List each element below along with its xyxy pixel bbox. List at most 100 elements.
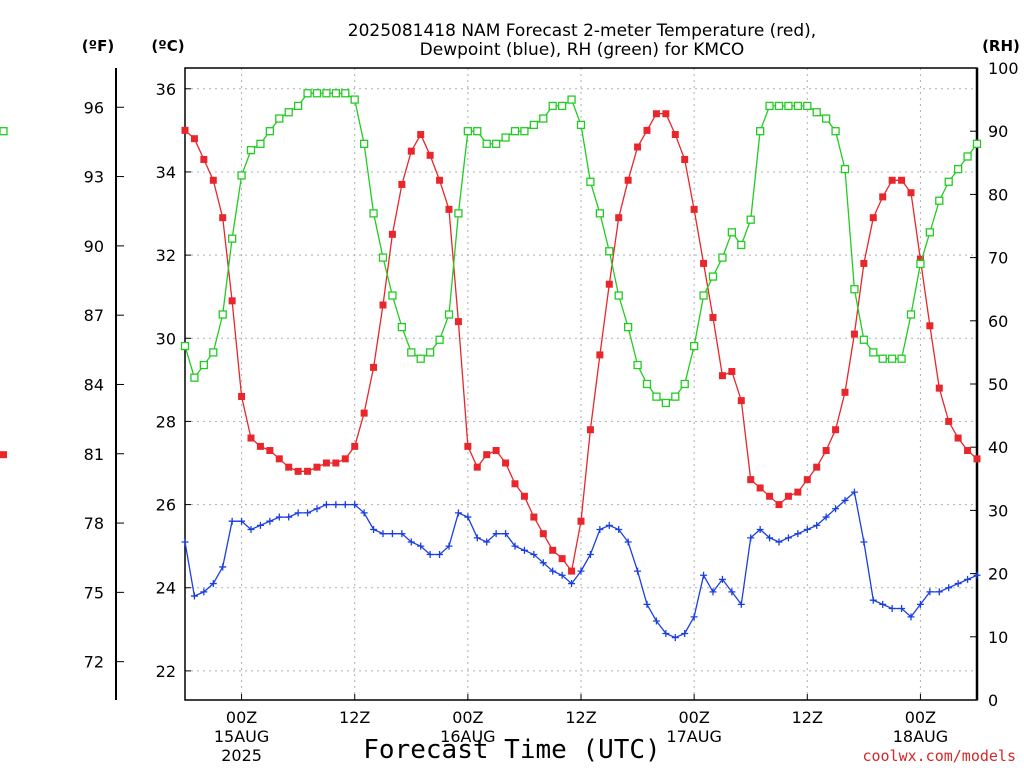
dewpoint-point	[304, 509, 312, 517]
2-meter-temperature-point	[304, 467, 312, 475]
dewpoint-point	[671, 634, 679, 642]
time-tick-label: 00Z	[905, 708, 936, 727]
rh-point	[906, 310, 916, 319]
rh-point	[793, 101, 803, 111]
2-meter-temperature-point	[473, 463, 481, 471]
dewpoint-point	[605, 521, 613, 529]
2-meter-temperature-point	[624, 176, 632, 184]
dewpoint-point	[539, 559, 547, 567]
2-meter-temperature-point	[700, 259, 708, 267]
rh-tick-label: 60	[988, 312, 1008, 331]
rh-point	[614, 291, 623, 300]
rh-tick-label: 20	[988, 565, 1008, 584]
2-meter-temperature-point	[228, 297, 236, 305]
2-meter-temperature-point	[973, 455, 981, 463]
rh-point	[190, 373, 199, 382]
rh-point	[595, 209, 605, 218]
2-meter-temperature-point	[398, 180, 406, 188]
rh-point	[953, 164, 963, 174]
dewpoint-point	[728, 588, 736, 596]
dewpoint-point	[860, 538, 868, 546]
rh-point	[869, 348, 878, 357]
rh-point	[605, 247, 614, 256]
dewpoint-point	[511, 542, 519, 550]
rh-point	[218, 310, 227, 319]
rh-point	[718, 253, 727, 262]
2-meter-temperature-point	[530, 513, 538, 521]
dewpoint-point	[945, 584, 953, 592]
dewpoint-point	[294, 509, 302, 517]
2-meter-temperature-point	[360, 409, 368, 417]
2-meter-temperature-point	[869, 214, 877, 222]
rh-point	[935, 196, 944, 205]
rh-point	[350, 95, 359, 104]
dewpoint-point	[690, 613, 698, 621]
2-meter-temperature-point	[596, 351, 604, 359]
dewpoint-point	[313, 505, 321, 513]
dewpoint-point	[700, 571, 708, 579]
celsius-tick-label: 30	[156, 329, 176, 348]
dewpoint-point	[256, 521, 264, 529]
dewpoint-point	[275, 513, 283, 521]
2-meter-temperature-point	[266, 447, 274, 455]
rh-point	[444, 310, 454, 319]
dewpoint-point	[341, 501, 349, 509]
x-axis-title: Forecast Time (UTC)	[363, 735, 660, 765]
fahrenheit-tick-label: 78	[84, 514, 104, 533]
dewpoint-point	[417, 542, 425, 550]
dewpoint-point	[916, 600, 924, 608]
2-meter-temperature-point	[945, 417, 953, 425]
rh-tick-label: 40	[988, 438, 1008, 457]
dewpoint-point	[492, 530, 500, 538]
rh-tick-label: 50	[988, 375, 1008, 394]
dewpoint-point	[388, 530, 396, 538]
dewpoint-point	[766, 534, 774, 542]
rh-point	[482, 139, 491, 148]
2-meter-temperature-point	[492, 447, 500, 455]
rh-point	[312, 89, 322, 98]
rh-point	[840, 164, 850, 174]
fahrenheit-tick-label: 72	[84, 653, 104, 672]
rh-point	[642, 379, 652, 389]
fahrenheit-unit-label: (ºF)	[82, 37, 114, 55]
rh-point	[284, 108, 293, 117]
rh-point	[850, 285, 859, 294]
dewpoint-point	[407, 538, 415, 546]
rh-tick-label: 100	[988, 59, 1019, 78]
rh-point	[341, 89, 350, 98]
rh-series	[0, 89, 982, 408]
rh-point	[916, 259, 925, 269]
rh-point	[755, 127, 765, 136]
dewpoint-point	[822, 513, 830, 521]
dewpoint-point	[577, 567, 585, 575]
dewpoint-point	[964, 575, 972, 583]
2-meter-temperature-point	[615, 214, 623, 222]
2-meter-temperature-point	[426, 151, 434, 159]
2-meter-temperature-point	[775, 501, 783, 509]
rh-point	[303, 89, 312, 98]
rh-point	[774, 101, 784, 111]
rh-point	[265, 127, 275, 136]
dewpoint-point	[832, 505, 840, 513]
rh-point	[529, 120, 539, 130]
rh-point	[520, 127, 529, 136]
chart-title-line1: 2025081418 NAM Forecast 2-meter Temperat…	[348, 21, 816, 41]
rh-point	[661, 398, 671, 408]
dewpoint-point	[370, 526, 378, 534]
2-meter-temperature-point	[181, 126, 189, 134]
2-meter-temperature-point	[643, 126, 651, 134]
dewpoint-point	[473, 534, 481, 542]
dewpoint-point	[379, 530, 387, 538]
rh-point	[369, 209, 378, 218]
dewpoint-point	[681, 629, 689, 637]
dewpoint-point	[568, 580, 576, 588]
rh-point	[548, 101, 557, 111]
dewpoint-point	[794, 530, 802, 538]
dewpoint-point	[615, 526, 623, 534]
2-meter-temperature-point	[879, 193, 887, 201]
2-meter-temperature-point	[539, 530, 547, 538]
rh-point	[586, 177, 595, 186]
2-meter-temperature-point	[964, 447, 972, 455]
plot-frame	[184, 67, 978, 701]
rh-point	[425, 348, 435, 357]
